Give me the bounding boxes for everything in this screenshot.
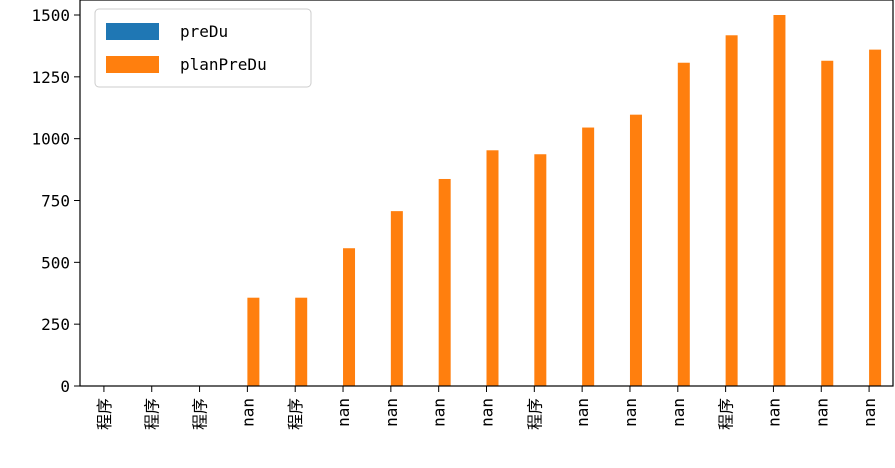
x-tick-label: nan [478,398,497,427]
x-tick-label: nan [621,398,640,427]
y-tick-label: 750 [41,192,70,211]
bar-planPreDu-13 [725,35,738,386]
bar-planPreDu-16 [869,49,882,386]
x-tick-label: nan [573,398,592,427]
y-tick-label: 1250 [31,68,70,87]
bar-planPreDu-7 [438,178,451,386]
bar-planPreDu-6 [390,211,403,386]
bar-planPreDu-15 [821,60,834,387]
bar-planPreDu-12 [677,62,690,387]
x-tick-label: nan [860,398,879,427]
x-tick-label: nan [430,398,449,427]
x-tick-label: nan [669,398,688,427]
legend-swatch-preDu [106,23,159,40]
legend-swatch-planPreDu [106,56,159,73]
y-tick-label: 1500 [31,6,70,25]
legend-label-preDu: preDu [180,22,228,41]
bar-planPreDu-14 [773,15,786,386]
x-tick-label: 程序 [286,398,305,430]
bar-planPreDu-5 [343,248,356,386]
x-tick-label: nan [334,398,353,427]
bar-planPreDu-10 [582,127,595,386]
x-tick-label: 程序 [191,398,210,430]
y-tick-label: 1000 [31,130,70,149]
bar-planPreDu-8 [486,150,499,386]
x-tick-label: nan [238,398,257,427]
x-tick-label: 程序 [143,398,162,430]
y-tick-label: 0 [60,377,70,396]
x-tick-label: nan [382,398,401,427]
x-tick-label: nan [812,398,831,427]
legend-box [94,8,312,88]
x-tick-label: nan [764,398,783,427]
plot-frame [79,0,894,387]
x-tick-label: 程序 [525,398,544,430]
x-tick-label: 程序 [717,398,736,430]
x-tick-label: 程序 [95,398,114,430]
bars-group [247,15,882,387]
bar-planPreDu-11 [629,114,642,387]
y-axis: 0 250 500 750 1000 1250 1500 [31,6,80,396]
bar-planPreDu-4 [295,297,308,386]
legend-label-planPreDu: planPreDu [180,55,267,74]
y-tick-label: 250 [41,315,70,334]
x-axis: 程序 程序 程序 nan 程序 nan nan nan nan 程序 nan nan nan 程序 nan n… [95,386,879,430]
bar-planPreDu-9 [534,154,547,386]
y-tick-label: 500 [41,253,70,272]
bar-planPreDu-3 [247,297,260,386]
legend: preDu planPreDu [94,8,312,88]
